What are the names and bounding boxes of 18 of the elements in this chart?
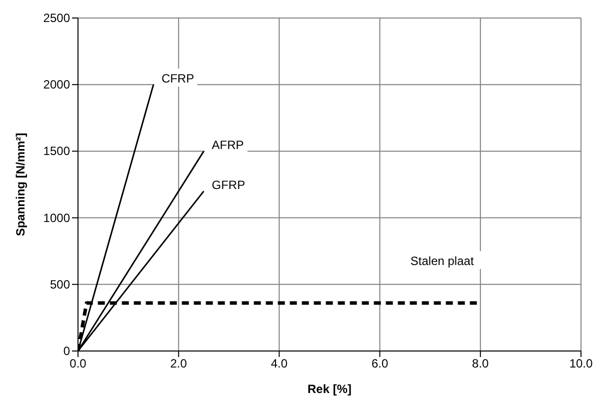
y-tick-label: 1000 bbox=[43, 210, 70, 225]
x-axis-title: Rek [%] bbox=[307, 382, 352, 396]
x-tick-label: 10.0 bbox=[569, 356, 593, 371]
x-tick-label: 4.0 bbox=[270, 356, 288, 371]
y-tick-label: 500 bbox=[50, 277, 70, 292]
y-tick-label: 0 bbox=[63, 344, 70, 358]
text: Stalen plaat bbox=[410, 254, 474, 268]
series-label: CFRP bbox=[161, 72, 194, 86]
y-tick-label: 1500 bbox=[43, 144, 70, 158]
series-label: GFRP bbox=[212, 178, 246, 192]
series-label: AFRP bbox=[212, 138, 244, 152]
y-tick-label: 2000 bbox=[43, 78, 70, 92]
x-tick-label: 6.0 bbox=[371, 356, 388, 371]
x-tick-label: 0.0 bbox=[70, 356, 87, 371]
x-tick-label: 2.0 bbox=[170, 356, 188, 371]
y-axis-title: Spanning [N/mm²] bbox=[13, 132, 28, 236]
y-tick-label: 2500 bbox=[43, 11, 70, 25]
x-tick-label: 8.0 bbox=[472, 356, 490, 371]
